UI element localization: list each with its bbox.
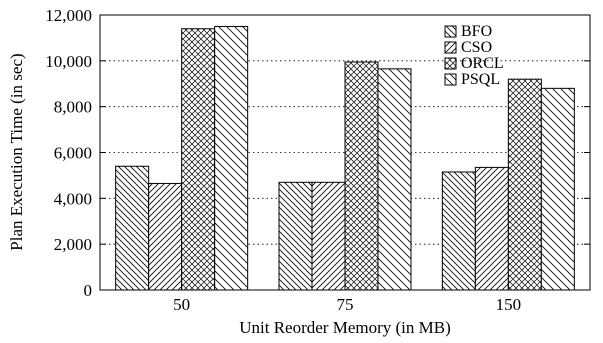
y-tick-label: 0 (84, 281, 93, 300)
legend-label-orcl: ORCL (461, 55, 504, 72)
bar-orcl-150 (507, 78, 542, 291)
y-axis: 0 2,000 4,000 6,000 8,000 10,000 12,000 (45, 6, 590, 300)
x-tick-label: 150 (496, 295, 522, 314)
y-tick-label: 2,000 (54, 235, 92, 254)
y-tick-label: 10,000 (45, 52, 92, 71)
legend-label-bfo: BFO (461, 23, 492, 40)
bar-bfo-75 (278, 181, 313, 291)
legend-label-cso: CSO (461, 39, 492, 56)
bar-cso-75 (311, 181, 346, 291)
bars (115, 25, 575, 291)
y-tick-label: 8,000 (54, 98, 92, 117)
x-tick-label: 50 (173, 295, 190, 314)
y-tick-label: 4,000 (54, 189, 92, 208)
legend-label-psql: PSQL (461, 71, 500, 88)
legend-swatch-psql (444, 73, 457, 86)
bar-cso-50 (148, 182, 183, 291)
legend-swatch-cso (444, 41, 457, 54)
bar-bfo-150 (441, 171, 476, 291)
y-tick-label: 12,000 (45, 6, 92, 25)
bar-orcl-50 (181, 28, 216, 291)
legend-swatch-orcl (444, 57, 457, 70)
x-axis: 50 75 150 (173, 284, 521, 314)
bar-bfo-50 (115, 165, 150, 291)
x-axis-title: Unit Reorder Memory (in MB) (239, 318, 451, 337)
x-tick-label: 75 (337, 295, 354, 314)
bar-psql-75 (377, 68, 412, 291)
legend-swatch-bfo (444, 25, 457, 38)
bar-orcl-75 (344, 61, 379, 291)
y-tick-label: 6,000 (54, 144, 92, 163)
bar-psql-150 (540, 87, 575, 291)
bar-cso-150 (474, 166, 509, 291)
y-axis-title: Plan Execution Time (in sec) (7, 53, 26, 250)
bar-psql-50 (214, 25, 249, 291)
